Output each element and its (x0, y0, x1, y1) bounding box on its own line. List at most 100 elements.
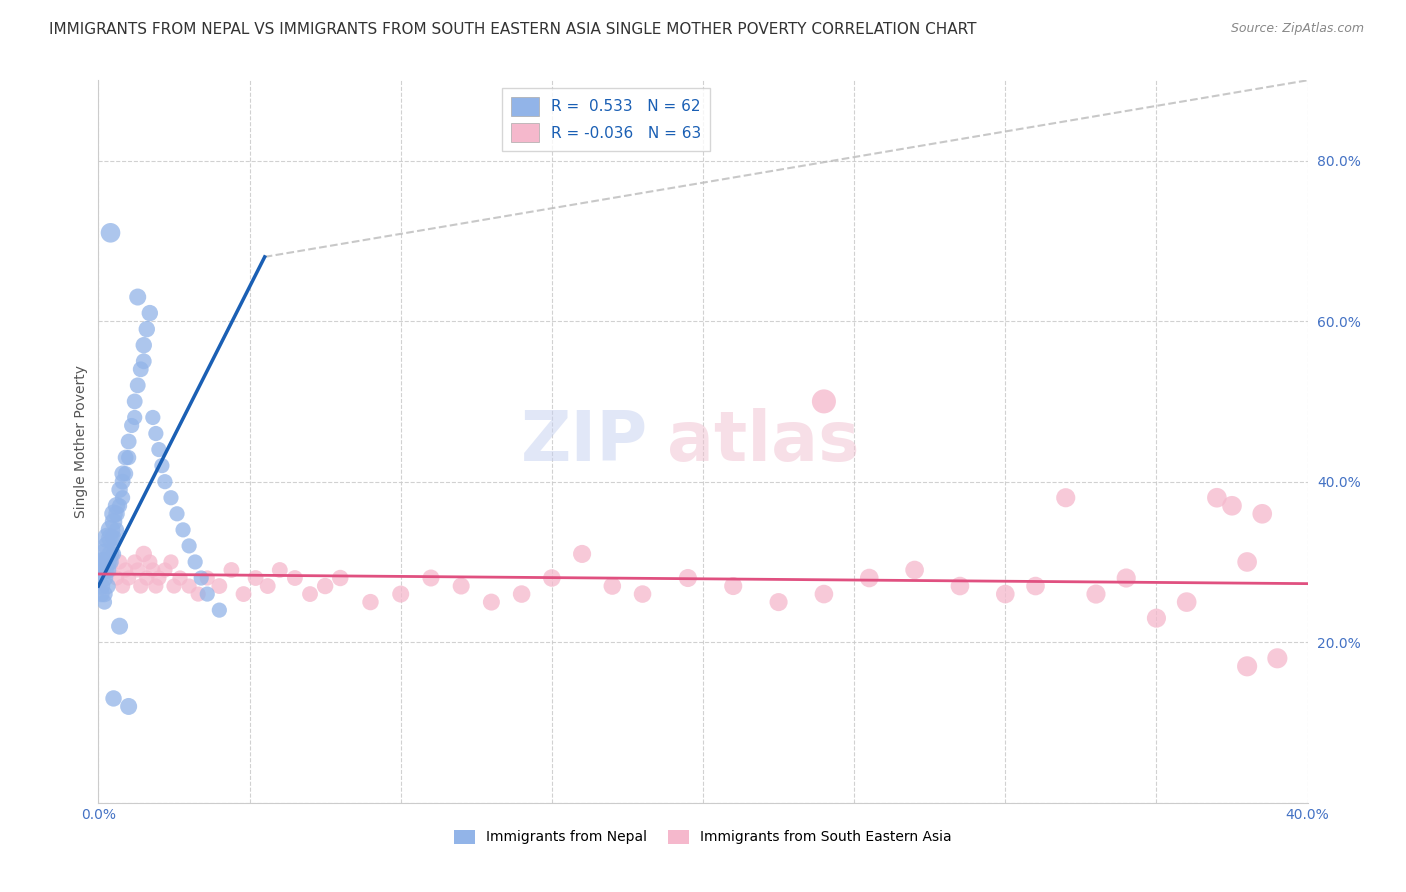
Point (132, 354, 155, 368)
Point (195, 587, 218, 601)
Point (118, 434, 141, 449)
Point (153, 563, 176, 577)
Point (150, 458, 173, 473)
Point (360, 595, 382, 609)
Point (90, 555, 112, 569)
Point (221, 563, 243, 577)
Point (105, 499, 128, 513)
Point (269, 563, 291, 577)
Point (103, 531, 125, 545)
Point (1206, 491, 1229, 505)
Point (329, 571, 352, 585)
Point (96, 539, 118, 553)
Point (179, 579, 201, 593)
Point (111, 579, 134, 593)
Point (1220, 499, 1243, 513)
Point (135, 322, 157, 336)
Point (1251, 507, 1274, 521)
Point (187, 587, 209, 601)
Point (160, 491, 183, 505)
Point (100, 531, 122, 545)
Point (93, 595, 115, 609)
Point (100, 226, 122, 240)
Point (90, 587, 112, 601)
Point (142, 563, 165, 577)
Point (813, 587, 835, 601)
Point (96, 579, 118, 593)
Point (93, 547, 115, 561)
Point (389, 587, 412, 601)
Point (114, 450, 136, 465)
Point (768, 595, 790, 609)
Point (723, 579, 745, 593)
Point (93, 555, 115, 569)
Legend: Immigrants from Nepal, Immigrants from South Eastern Asia: Immigrants from Nepal, Immigrants from S… (449, 824, 957, 850)
Text: ZIP: ZIP (522, 408, 648, 475)
Point (103, 507, 125, 521)
Point (132, 338, 155, 352)
Point (169, 571, 191, 585)
Point (1024, 579, 1046, 593)
Point (949, 579, 972, 593)
Point (153, 475, 176, 489)
Point (93, 563, 115, 577)
Point (190, 571, 212, 585)
Point (142, 410, 165, 425)
Point (571, 547, 593, 561)
Point (179, 539, 201, 553)
Point (1085, 587, 1108, 601)
Point (208, 603, 231, 617)
Point (145, 426, 167, 441)
Point (118, 450, 141, 465)
Point (93, 571, 115, 585)
Point (284, 571, 307, 585)
Point (145, 579, 167, 593)
Point (114, 467, 136, 481)
Point (481, 595, 503, 609)
Point (100, 555, 122, 569)
Point (124, 555, 146, 569)
Point (602, 579, 624, 593)
Point (132, 547, 155, 561)
Point (676, 571, 699, 585)
Point (245, 571, 267, 585)
Point (124, 410, 146, 425)
Point (108, 499, 131, 513)
Point (96, 555, 118, 569)
Point (1236, 555, 1258, 569)
Text: IMMIGRANTS FROM NEPAL VS IMMIGRANTS FROM SOUTH EASTERN ASIA SINGLE MOTHER POVERT: IMMIGRANTS FROM NEPAL VS IMMIGRANTS FROM… (49, 22, 977, 37)
Point (103, 547, 125, 561)
Point (90, 563, 112, 577)
Point (160, 555, 183, 569)
Point (103, 515, 125, 529)
Point (108, 619, 131, 633)
Point (118, 699, 141, 714)
Point (111, 475, 134, 489)
Point (299, 587, 322, 601)
Point (858, 571, 880, 585)
Point (314, 579, 336, 593)
Point (114, 563, 136, 577)
Point (127, 378, 149, 392)
Text: atlas: atlas (666, 408, 859, 475)
Point (994, 587, 1017, 601)
Point (127, 290, 149, 304)
Point (105, 507, 128, 521)
Point (100, 547, 122, 561)
Point (118, 571, 141, 585)
Point (184, 555, 207, 569)
Point (208, 579, 231, 593)
Text: Source: ZipAtlas.com: Source: ZipAtlas.com (1230, 22, 1364, 36)
Point (450, 579, 472, 593)
Point (103, 691, 125, 706)
Point (96, 563, 118, 577)
Point (111, 491, 134, 505)
Point (540, 571, 562, 585)
Point (121, 418, 143, 433)
Point (93, 587, 115, 601)
Point (1115, 571, 1137, 585)
Point (100, 563, 122, 577)
Point (1054, 491, 1077, 505)
Point (100, 523, 122, 537)
Point (129, 579, 152, 593)
